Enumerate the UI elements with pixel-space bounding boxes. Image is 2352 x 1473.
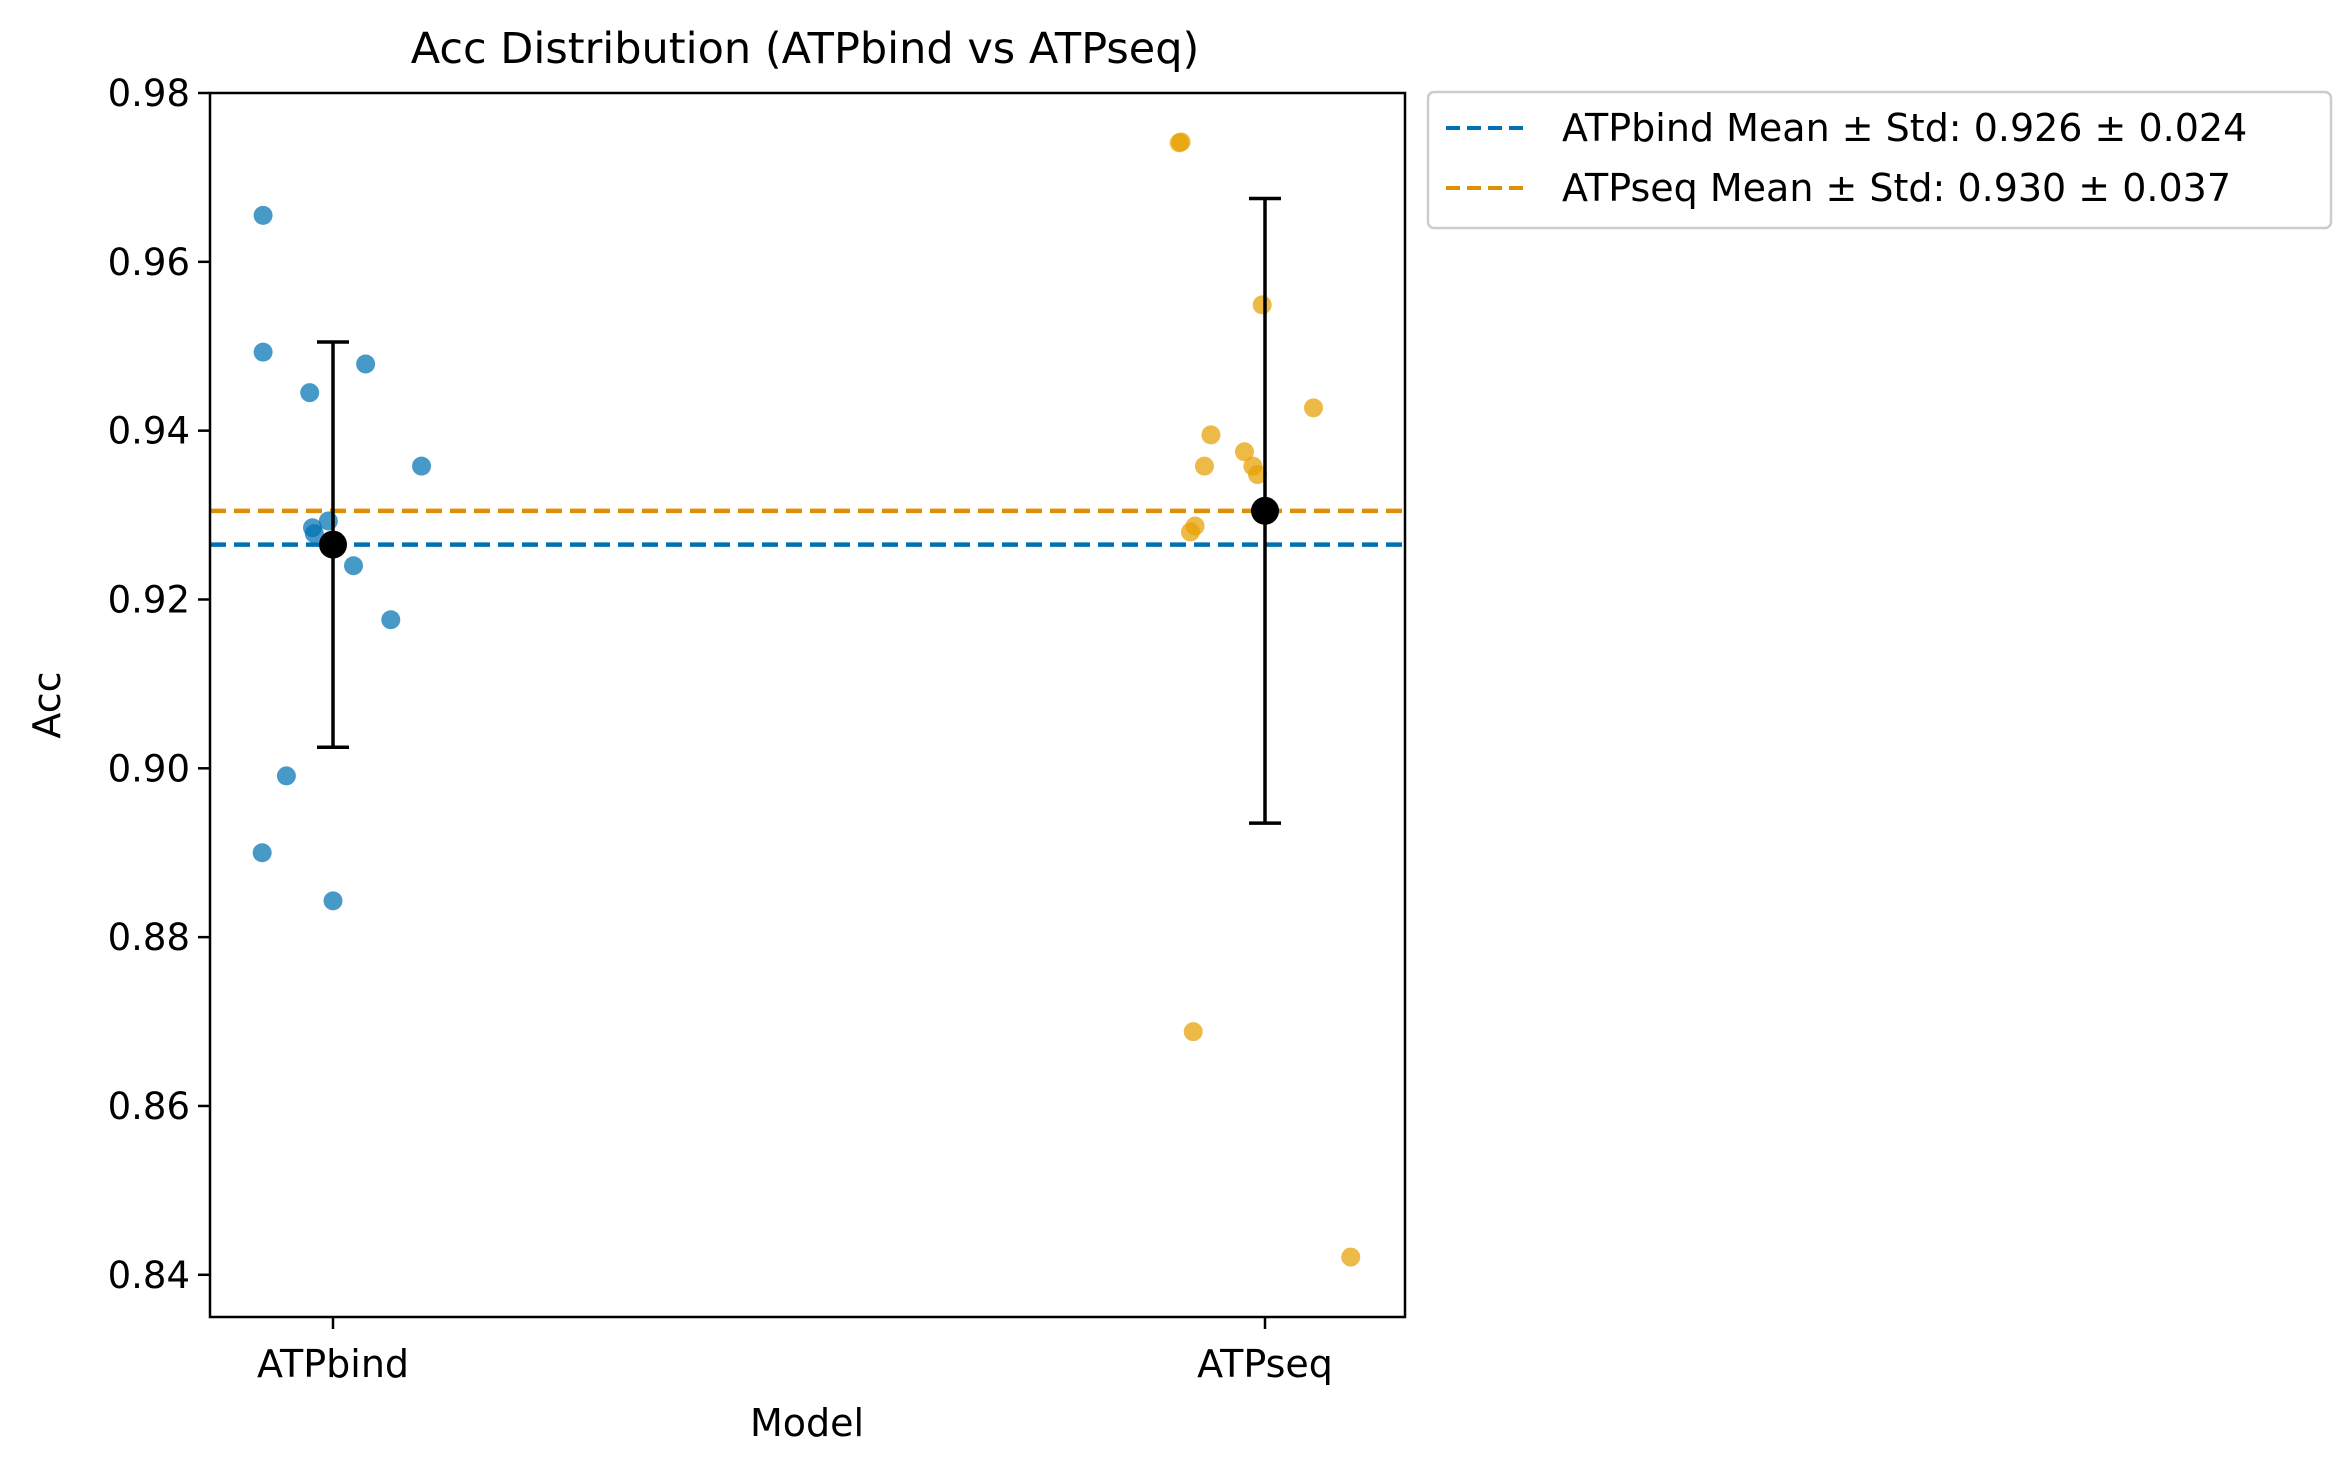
axes-layer: 0.84 0.86 0.88 0.90 0.92 0.94 0.96 0.98 ATPbind A…: [108, 72, 1333, 1386]
x-tick-label-atpseq: ATPseq: [1197, 1342, 1333, 1386]
data-point-atpbind-8: [344, 556, 364, 576]
data-point-atpseq-6: [1194, 456, 1214, 476]
x-axis-label: Model: [750, 1401, 864, 1445]
x-tick-label-atpbind: ATPbind: [257, 1342, 409, 1386]
data-point-atpseq-2: [1252, 295, 1272, 315]
y-tick-label: 0.96: [108, 241, 190, 284]
mean-marker-atpbind: [319, 530, 347, 559]
y-tick-label: 0.86: [108, 1085, 190, 1128]
data-point-atpbind-10: [276, 766, 296, 786]
data-point-atpbind-7: [318, 511, 338, 531]
data-point-atpbind-9: [381, 610, 401, 630]
legend-label-atpbind: ATPbind Mean ± Std: 0.926 ± 0.024: [1562, 106, 2247, 150]
data-point-atpseq-12: [1341, 1247, 1361, 1267]
chart-title: Acc Distribution (ATPbind vs ATPseq): [411, 24, 1200, 74]
legend-frame: [1426, 90, 2333, 230]
y-tick-label: 0.92: [108, 578, 190, 621]
legend-label-atpseq: ATPseq Mean ± Std: 0.930 ± 0.037: [1562, 166, 2231, 210]
data-point-atpbind-12: [323, 891, 343, 911]
data-point-atpbind-4: [412, 456, 432, 476]
data-point-atpbind-11: [252, 843, 272, 863]
y-tick-label: 0.84: [108, 1254, 190, 1297]
data-point-atpseq-5: [1234, 442, 1254, 462]
y-tick-label: 0.94: [108, 410, 190, 453]
data-point-atpseq-1: [1171, 132, 1191, 152]
data-point-atpbind-0: [253, 205, 273, 225]
data-point-atpbind-2: [300, 383, 320, 403]
data-point-atpseq-8: [1248, 465, 1268, 485]
marks-layer: [210, 132, 1405, 1267]
data-point-atpseq-10: [1180, 522, 1200, 542]
y-axis-label: Acc: [25, 671, 69, 738]
data-point-atpbind-1: [253, 342, 273, 362]
data-point-atpbind-3: [356, 354, 376, 374]
data-point-atpbind-6: [304, 524, 324, 544]
data-point-atpseq-11: [1183, 1022, 1203, 1042]
mean-marker-atpseq: [1251, 496, 1279, 525]
data-point-atpseq-3: [1303, 398, 1323, 418]
y-tick-label: 0.90: [108, 747, 190, 790]
y-tick-label: 0.98: [108, 72, 190, 115]
plot-frame: [208, 91, 1407, 1319]
legend: ATPbind Mean ± Std: 0.926 ± 0.024 ATPseq…: [1426, 90, 2333, 230]
y-tick-label: 0.88: [108, 916, 190, 959]
data-point-atpseq-4: [1201, 425, 1221, 445]
